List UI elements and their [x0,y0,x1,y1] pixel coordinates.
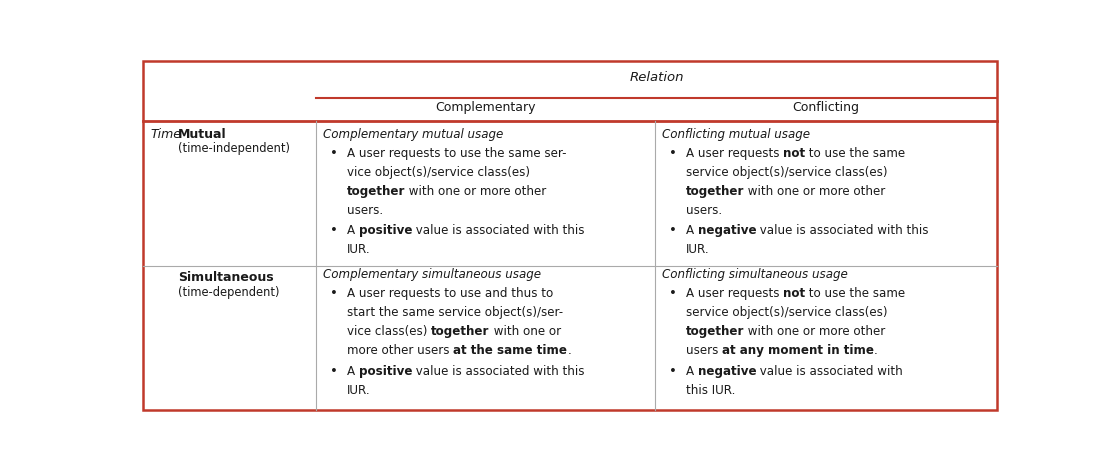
Text: •: • [329,147,337,160]
Text: not: not [784,288,806,301]
Text: with one or more other: with one or more other [405,185,546,198]
Text: IUR.: IUR. [686,243,710,256]
Text: value is associated with: value is associated with [757,365,904,378]
Text: .: . [568,344,571,357]
Text: this IUR.: this IUR. [686,384,736,397]
Text: value is associated with this: value is associated with this [757,224,929,237]
Text: negative: negative [698,224,757,237]
Text: (time-independent): (time-independent) [178,142,290,155]
Text: positive: positive [358,365,413,378]
Text: Mutual: Mutual [178,128,227,141]
Text: at any moment in time: at any moment in time [722,344,874,357]
Text: •: • [329,288,337,301]
Text: users.: users. [347,204,383,217]
Text: together: together [347,185,405,198]
Text: value is associated with this: value is associated with this [413,224,584,237]
Text: A user requests to use the same ser-: A user requests to use the same ser- [347,147,567,160]
Text: A: A [347,224,358,237]
Text: start the same service object(s)/ser-: start the same service object(s)/ser- [347,306,563,319]
Text: •: • [669,147,677,160]
Text: IUR.: IUR. [347,384,371,397]
Text: IUR.: IUR. [347,243,371,256]
Text: •: • [669,365,677,378]
Text: at the same time: at the same time [453,344,568,357]
Text: A: A [686,224,698,237]
Text: Complementary simultaneous usage: Complementary simultaneous usage [323,268,541,281]
Text: more other users: more other users [347,344,453,357]
Text: together: together [686,325,745,338]
Text: with one or: with one or [490,325,561,338]
Text: Conflicting mutual usage: Conflicting mutual usage [662,128,810,141]
Text: service object(s)/service class(es): service object(s)/service class(es) [686,306,887,319]
Text: to use the same: to use the same [806,147,906,160]
Text: A user requests to use and thus to: A user requests to use and thus to [347,288,553,301]
Text: not: not [784,147,806,160]
Text: together: together [431,325,490,338]
Text: users: users [686,344,722,357]
Text: Relation: Relation [630,71,683,84]
Text: to use the same: to use the same [806,288,906,301]
Text: •: • [329,365,337,378]
Text: positive: positive [358,224,413,237]
Text: negative: negative [698,365,757,378]
Text: users.: users. [686,204,722,217]
Text: together: together [686,185,745,198]
Text: with one or more other: with one or more other [745,185,886,198]
Text: •: • [669,288,677,301]
Text: (time-dependent): (time-dependent) [178,286,279,299]
Text: A: A [686,365,698,378]
Text: with one or more other: with one or more other [745,325,886,338]
Text: vice class(es): vice class(es) [347,325,431,338]
Text: Conflicting simultaneous usage: Conflicting simultaneous usage [662,268,848,281]
Text: A user requests: A user requests [686,288,784,301]
Text: Complementary mutual usage: Complementary mutual usage [323,128,503,141]
Text: A user requests: A user requests [686,147,784,160]
Text: Conflicting: Conflicting [792,102,859,115]
Text: •: • [669,224,677,237]
Text: A: A [347,365,358,378]
Text: vice object(s)/service class(es): vice object(s)/service class(es) [347,166,530,179]
Text: .: . [874,344,878,357]
Text: Simultaneous: Simultaneous [178,271,274,284]
Text: value is associated with this: value is associated with this [413,365,584,378]
Text: •: • [329,224,337,237]
Text: service object(s)/service class(es): service object(s)/service class(es) [686,166,887,179]
Text: Complementary: Complementary [435,102,535,115]
Text: Time: Time [150,128,181,141]
